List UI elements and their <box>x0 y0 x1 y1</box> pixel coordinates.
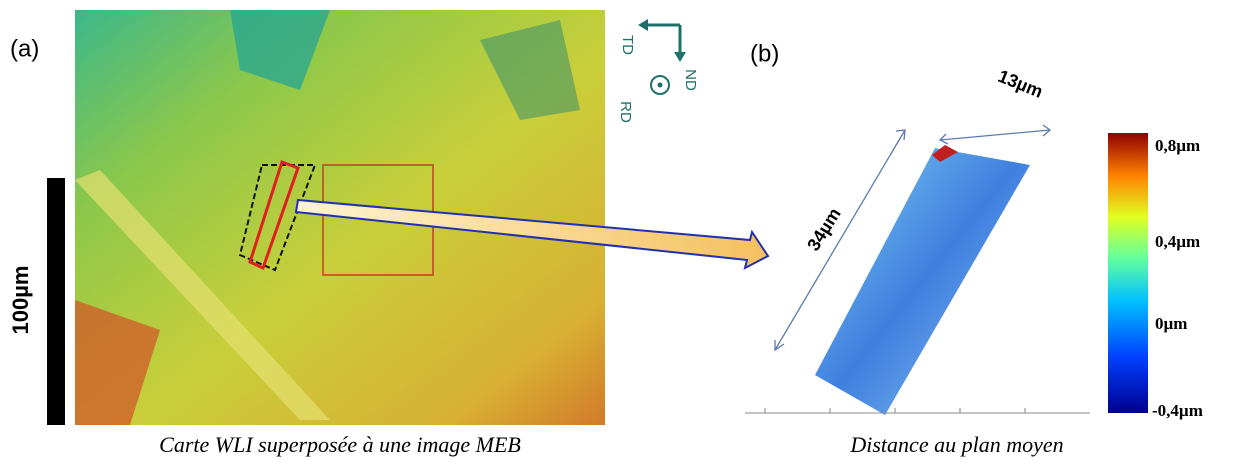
height-map <box>815 148 1030 415</box>
texture <box>75 300 160 425</box>
texture <box>480 20 580 120</box>
scale-label: 100µm <box>8 266 33 335</box>
panel-label: (b) <box>750 40 779 67</box>
texture <box>75 170 330 420</box>
colorbar-label: 0,8µm <box>1155 136 1200 155</box>
hotspot <box>932 145 958 162</box>
scale-bar <box>47 178 65 425</box>
dimension-lines <box>774 124 1052 352</box>
link-arrow <box>294 198 770 270</box>
panel-label: (a) <box>10 35 39 62</box>
orientation <box>638 19 686 95</box>
axis-nd: ND <box>682 69 699 91</box>
colorbar-label: 0µm <box>1155 314 1187 333</box>
texture <box>230 10 330 90</box>
roi-outline <box>238 164 317 272</box>
colorbar-label: -0,4µm <box>1152 401 1203 420</box>
axis-td: TD <box>619 35 636 55</box>
caption: Distance au plan moyen <box>849 432 1063 457</box>
colorbar-label: 0,4µm <box>1155 232 1200 251</box>
colorbar <box>1108 133 1148 413</box>
width-label: 13µm <box>995 66 1046 102</box>
roi-highlight <box>248 160 300 271</box>
length-label: 34µm <box>803 204 845 254</box>
axis-rd: RD <box>617 101 634 123</box>
ticks <box>764 408 1026 413</box>
caption: Carte WLI superposée à une image MEB <box>159 432 521 457</box>
